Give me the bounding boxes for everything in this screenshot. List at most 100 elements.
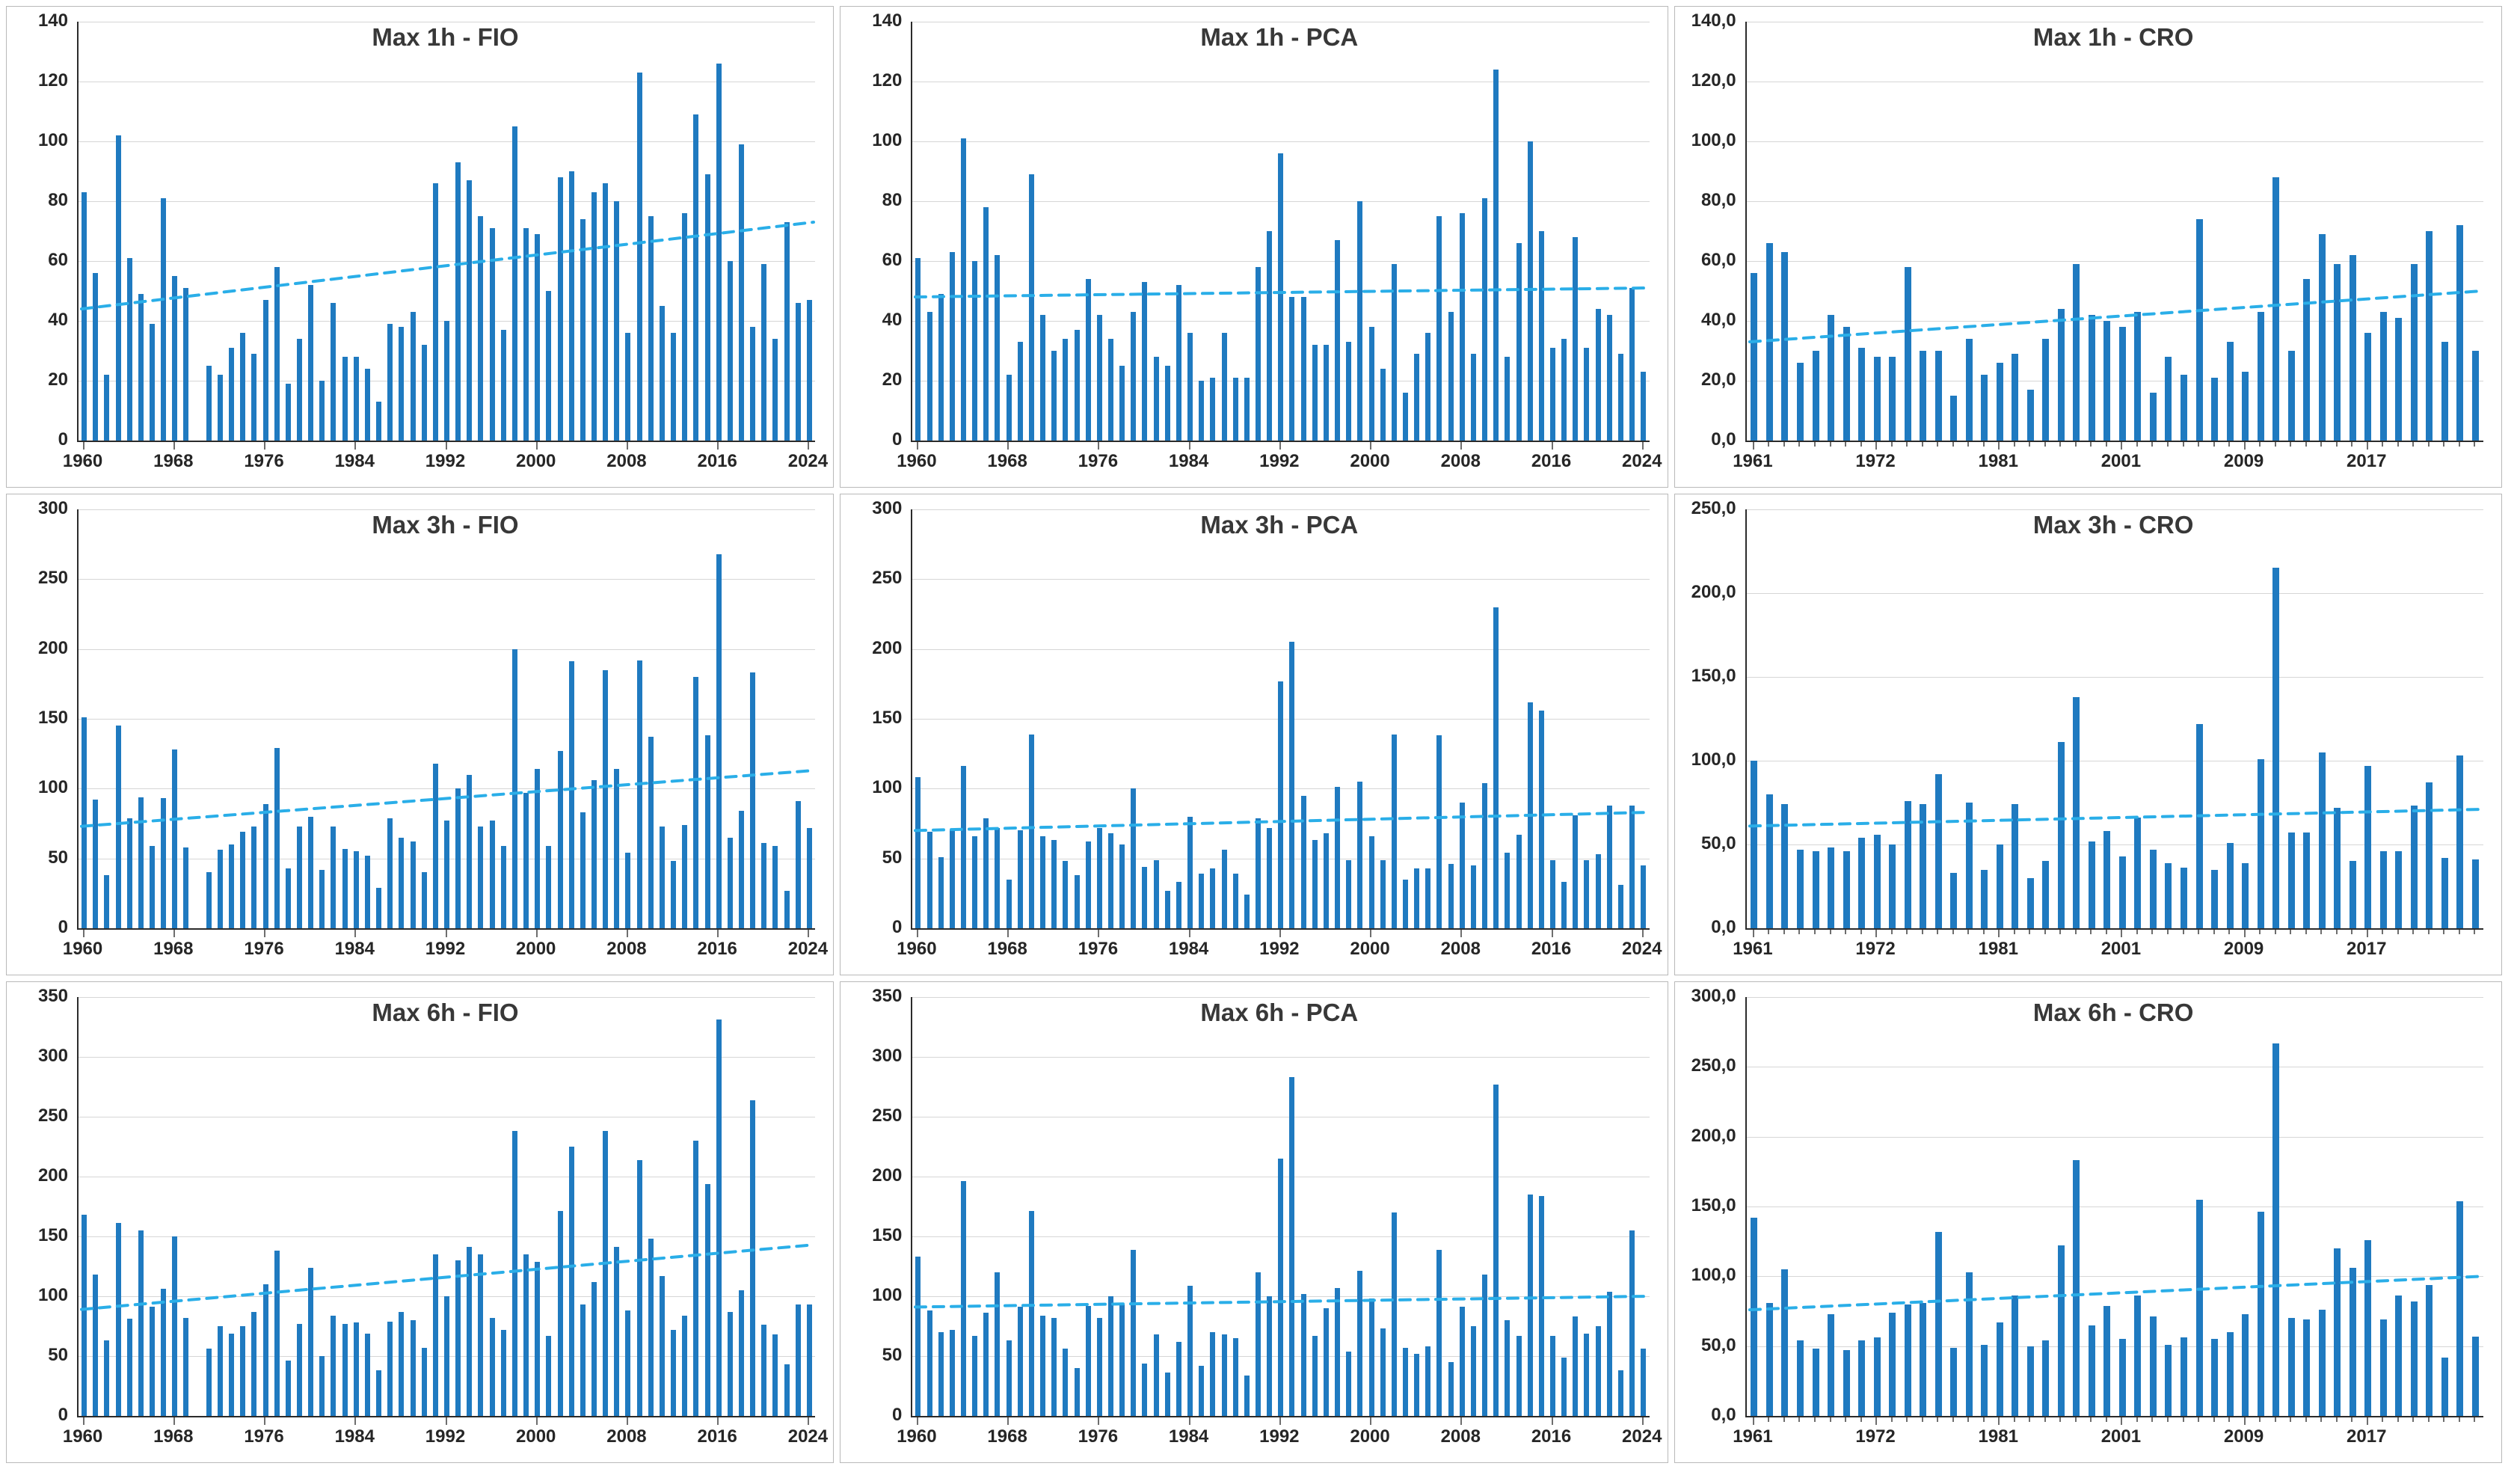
bar	[115, 1223, 121, 1416]
x-axis-minor-tick	[2090, 930, 2092, 934]
bar	[364, 369, 370, 441]
x-axis-tick-label: 1960	[62, 451, 103, 471]
bar	[648, 216, 654, 441]
bar	[2471, 1336, 2479, 1416]
x-axis-minor-tick	[2243, 1417, 2246, 1422]
x-axis-major-tick	[1460, 930, 1463, 937]
bar	[1470, 1326, 1476, 1416]
chart-title: Max 3h - FIO	[372, 511, 519, 539]
x-axis-tick-label: 2000	[516, 939, 556, 959]
y-axis-tick-label: 300,0	[1691, 986, 1736, 1006]
x-axis-minor-tick	[1798, 442, 1801, 447]
bar	[1996, 363, 2003, 441]
x-axis-minor-tick	[1798, 930, 1801, 934]
trendline-layer	[914, 1295, 1650, 1309]
y-gridline	[1746, 1276, 2483, 1278]
x-axis-minor-tick	[2013, 1417, 2015, 1422]
bar	[478, 216, 484, 441]
bar	[557, 1211, 563, 1416]
bar	[716, 554, 722, 928]
bar	[1108, 833, 1114, 928]
x-axis-minor-tick	[2105, 1417, 2107, 1422]
x-axis-tick-label: 1961	[1733, 451, 1773, 471]
bar	[568, 171, 574, 441]
x-axis-tick-label: 1984	[334, 1426, 375, 1447]
y-gridline	[912, 141, 1650, 142]
y-gridline	[1746, 593, 2483, 594]
bar	[926, 832, 932, 928]
bar	[455, 1260, 461, 1416]
bar	[2426, 231, 2433, 441]
x-axis-minor-tick	[2351, 1417, 2353, 1422]
bar	[739, 1290, 744, 1416]
x-axis-minor-tick	[2335, 442, 2338, 447]
x-axis-major-tick	[1460, 1417, 1463, 1425]
bar	[478, 826, 484, 928]
bar	[1335, 240, 1341, 441]
chart-panel-max3h-cro: Max 3h - CRO 0,0 50,0 100,0 150,0 200,0 250,0…	[1674, 494, 2502, 975]
bar	[926, 312, 932, 441]
bar	[1232, 874, 1238, 928]
bar	[568, 1147, 574, 1416]
x-axis-minor-tick	[2397, 1417, 2399, 1422]
bar	[2181, 868, 2187, 928]
bar	[2165, 1344, 2172, 1416]
x-axis-tick-label: 1992	[1259, 1426, 1300, 1447]
bar	[2426, 782, 2433, 928]
bar	[704, 735, 710, 928]
bar	[648, 737, 654, 928]
bar	[1459, 803, 1465, 928]
bar	[2349, 861, 2356, 928]
trendline-layer	[914, 811, 1650, 833]
bar	[1289, 1077, 1295, 1416]
y-axis-tick-label: 0	[58, 917, 68, 937]
bar	[693, 677, 699, 928]
bar	[1391, 1212, 1397, 1416]
bar	[319, 1356, 325, 1416]
x-axis-minor-tick	[2044, 930, 2046, 934]
x-axis-tick-label: 1981	[1978, 1426, 2018, 1447]
x-axis-major-tick	[354, 1417, 357, 1425]
x-axis-minor-tick	[1860, 930, 1862, 934]
bar	[961, 766, 967, 928]
y-axis-tick-label: 40	[48, 310, 68, 330]
bar	[285, 384, 291, 441]
bar	[206, 1349, 212, 1416]
bar	[1934, 773, 1942, 928]
bar	[1063, 861, 1069, 928]
plot-area	[1745, 509, 2483, 930]
x-axis-major-tick	[354, 930, 357, 937]
bar	[1965, 803, 1973, 928]
x-axis-minor-tick	[1967, 1417, 1970, 1422]
x-axis-minor-tick	[2013, 442, 2015, 447]
bar	[2441, 342, 2448, 441]
x-axis-minor-tick	[1829, 1417, 1831, 1422]
x-axis-minor-tick	[1829, 930, 1831, 934]
plot-area	[1745, 997, 2483, 1417]
bar	[926, 1310, 932, 1416]
bar	[93, 273, 99, 441]
bar	[761, 843, 767, 928]
bar	[772, 1334, 778, 1416]
trendline	[914, 811, 1650, 833]
x-axis-major-tick	[717, 1417, 719, 1425]
bar	[535, 769, 541, 928]
bar	[1176, 1341, 1181, 1416]
x-axis-major-tick	[916, 442, 918, 450]
chart-title: Max 6h - PCA	[1200, 999, 1359, 1026]
bar	[2272, 177, 2280, 441]
x-axis-minor-tick	[1783, 930, 1785, 934]
y-gridline	[1746, 844, 2483, 845]
bar	[342, 1323, 348, 1416]
plot-area	[77, 22, 816, 442]
bar	[1934, 1231, 1942, 1416]
bar	[1142, 282, 1148, 441]
bar	[2118, 856, 2126, 928]
bar	[1096, 827, 1102, 928]
bar	[2272, 1043, 2280, 1416]
bar	[2257, 312, 2264, 441]
x-axis-tick-label: 1992	[425, 451, 466, 471]
x-axis-major-tick	[1641, 442, 1644, 450]
bar	[580, 812, 586, 928]
